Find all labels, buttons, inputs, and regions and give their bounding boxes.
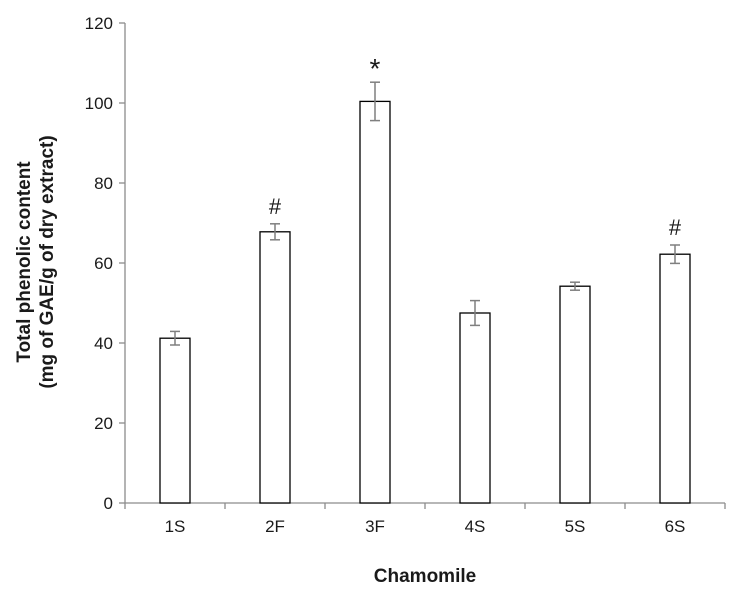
significance-marker: * (370, 53, 381, 84)
y-axis-title: Total phenolic content (mg of GAE/g of d… (14, 135, 58, 388)
bar (360, 101, 390, 503)
x-tick-label: 4S (465, 517, 486, 536)
x-tick-label: 3F (365, 517, 385, 536)
x-tick-label: 2F (265, 517, 285, 536)
y-axis-title-line-1: Total phenolic content (14, 161, 35, 363)
significance-marker: # (669, 215, 682, 240)
y-tick-label: 80 (94, 174, 113, 193)
y-tick-label: 40 (94, 334, 113, 353)
bar (260, 232, 290, 503)
y-tick-label: 120 (85, 14, 113, 33)
y-tick-label: 60 (94, 254, 113, 273)
bar (460, 313, 490, 503)
bar (660, 254, 690, 503)
y-tick-label: 0 (104, 494, 113, 513)
significance-marker: # (269, 194, 282, 219)
y-tick-label: 100 (85, 94, 113, 113)
plot-area: 0 20 40 60 80 100 120 1S 2F #3F * 4S 5S 6S # (85, 14, 725, 536)
x-tick-label: 6S (665, 517, 686, 536)
x-tick-label: 1S (165, 517, 186, 536)
x-tick-label: 5S (565, 517, 586, 536)
bar (560, 286, 590, 503)
y-tick-label: 20 (94, 414, 113, 433)
x-axis-title: Chamomile (374, 566, 476, 587)
y-axis-title-line-2: (mg of GAE/g of dry extract) (37, 135, 58, 388)
bar (160, 338, 190, 503)
